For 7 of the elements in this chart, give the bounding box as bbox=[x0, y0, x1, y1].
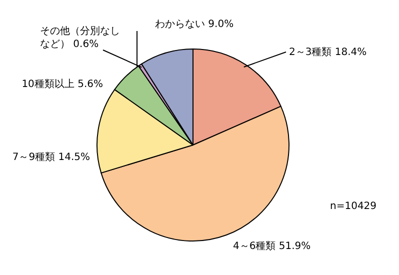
slice-label: 7～9種類 14.5% bbox=[12, 151, 90, 164]
slice-label: 2～3種類 18.4% bbox=[289, 46, 367, 59]
slice-label: わからない 9.0% bbox=[155, 18, 234, 31]
slice-label: 10種類以上 5.6% bbox=[22, 78, 103, 91]
slice-label: その他（分別なしなど） 0.6% bbox=[40, 25, 120, 51]
slice-label: 4～6種類 51.9% bbox=[233, 240, 311, 253]
text: n=10429 bbox=[330, 200, 377, 213]
